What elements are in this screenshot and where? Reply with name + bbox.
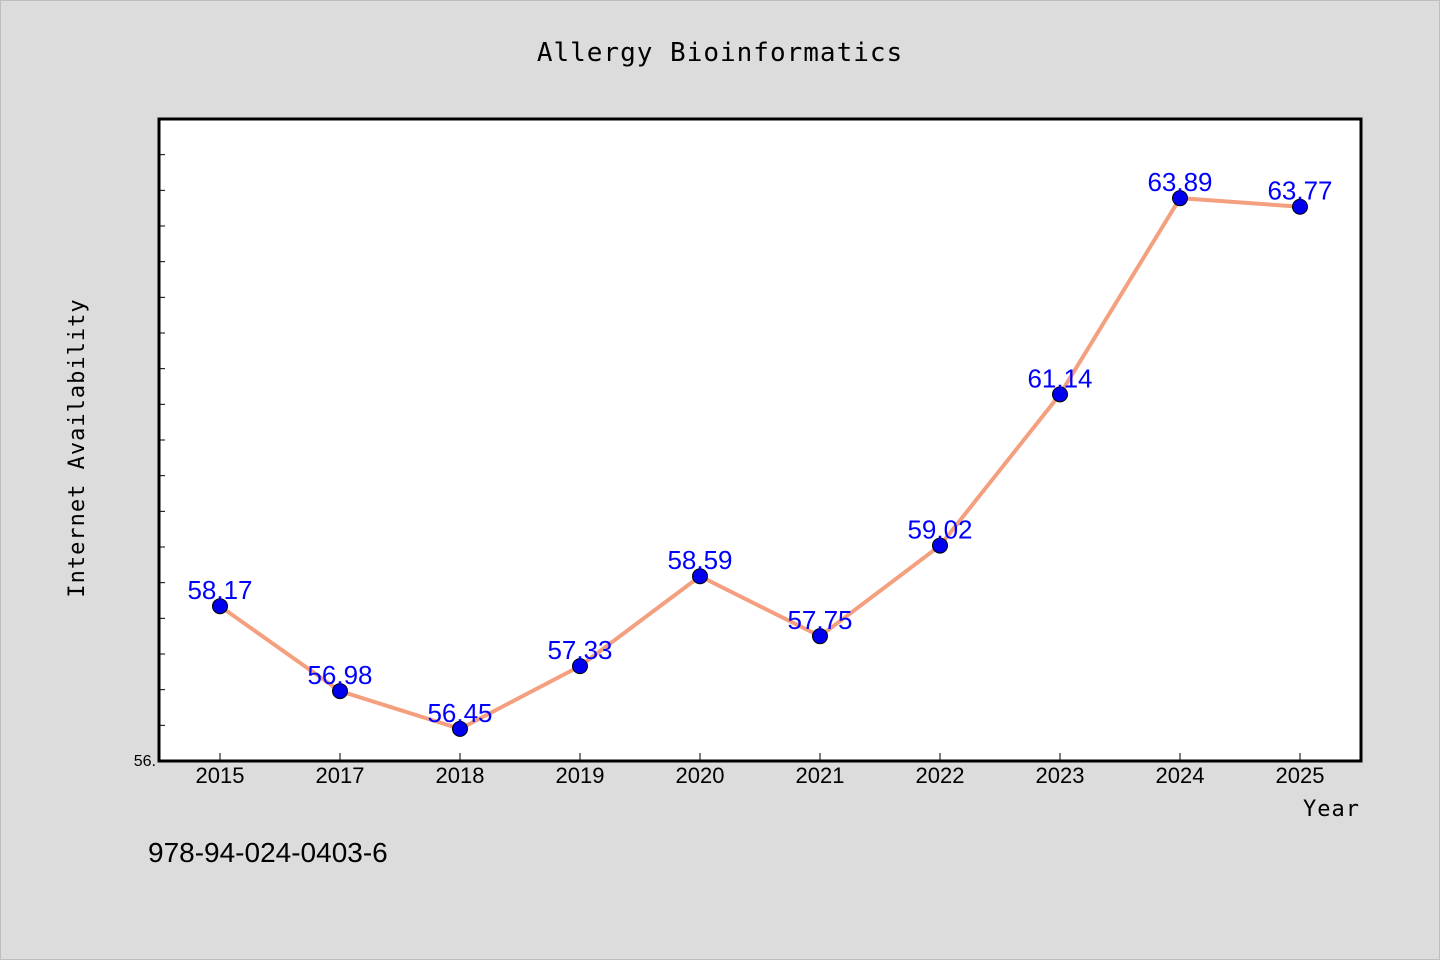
x-axis-label: Year (1303, 797, 1360, 822)
data-point-marker (572, 658, 588, 675)
data-label: 63.89 (1147, 167, 1212, 197)
data-labels: 58.17 56.98 56.45 57.33 58.59 57.75 59.02 61.14… (187, 167, 1332, 728)
data-label: 57.33 (547, 635, 612, 665)
x-tick-label: 2020 (676, 763, 725, 788)
x-tick-label: 2023 (1036, 763, 1085, 788)
data-point-marker (692, 568, 708, 585)
x-axis-ticks: 2015 2017 2018 2019 2020 2021 2022 2023 2024 2025 (196, 753, 1325, 788)
data-label: 56.98 (307, 660, 372, 690)
data-point-marker (212, 598, 228, 615)
data-label: 56.45 (427, 698, 492, 728)
y-axis-label: Internet Availability (65, 298, 90, 597)
y-tick-label: 56. (134, 753, 156, 770)
data-label: 61.14 (1027, 363, 1092, 393)
data-point-marker (332, 683, 348, 700)
x-tick-label: 2018 (436, 763, 485, 788)
data-label: 58.17 (187, 575, 252, 605)
x-tick-label: 2015 (196, 763, 245, 788)
data-point-marker (1052, 386, 1068, 403)
y-axis-ticks (159, 118, 165, 762)
chart-title: Allergy Bioinformatics (537, 38, 903, 68)
data-point-marker (1172, 190, 1188, 207)
data-point-marker (452, 720, 468, 737)
x-tick-label: 2024 (1156, 763, 1205, 788)
x-tick-label: 2021 (796, 763, 845, 788)
data-point-marker (932, 537, 948, 554)
data-label: 59.02 (907, 515, 972, 545)
data-point-marker (1292, 198, 1308, 215)
x-tick-label: 2025 (1276, 763, 1325, 788)
data-label: 63.77 (1267, 176, 1332, 206)
series-markers (212, 190, 1308, 737)
data-point-marker (812, 628, 828, 645)
isbn-text: 978-94-024-0403-6 (148, 837, 388, 868)
x-tick-label: 2022 (916, 763, 965, 788)
x-tick-label: 2019 (556, 763, 605, 788)
x-tick-label: 2017 (316, 763, 365, 788)
data-label: 58.59 (667, 545, 732, 575)
data-label: 57.75 (787, 605, 852, 635)
series-line (218, 196, 1301, 731)
